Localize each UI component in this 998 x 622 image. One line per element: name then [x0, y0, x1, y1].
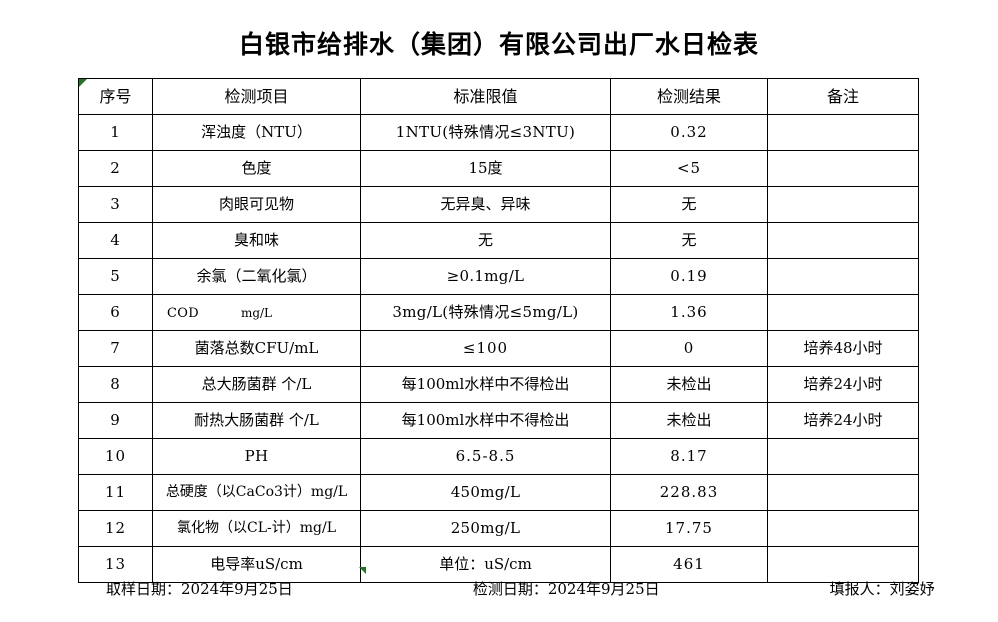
- cell-no: 12: [78, 510, 153, 547]
- cell-no: 13: [78, 546, 153, 583]
- testing-date: 检测日期：2024年9月25日: [472, 579, 660, 598]
- cell-item: 色度: [152, 150, 361, 187]
- cell-result: 无: [610, 222, 768, 259]
- cell-remark: [767, 546, 919, 583]
- cell-limit: 每100ml水样中不得检出: [360, 402, 611, 439]
- cell-result: 0: [610, 330, 768, 367]
- table-row: 12 氯化物（以CL-计）mg/L 250mg/L 17.75: [78, 510, 919, 547]
- cell-remark: [767, 438, 919, 475]
- cell-no: 3: [78, 186, 153, 223]
- cell-limit: 每100ml水样中不得检出: [360, 366, 611, 403]
- cell-item: 菌落总数CFU/mL: [152, 330, 361, 367]
- cell-item: 氯化物（以CL-计）mg/L: [152, 510, 361, 547]
- cell-no: 2: [78, 150, 153, 187]
- cell-remark: [767, 150, 919, 187]
- cell-result: 17.75: [610, 510, 768, 547]
- cell-result: <5: [610, 150, 768, 187]
- cell-no: 8: [78, 366, 153, 403]
- cell-item: 臭和味: [152, 222, 361, 259]
- cell-no: 7: [78, 330, 153, 367]
- cell-result: 未检出: [610, 402, 768, 439]
- cell-item: COD mg/L: [152, 294, 361, 331]
- cell-result: 228.83: [610, 474, 768, 511]
- cell-result: 0.32: [610, 114, 768, 151]
- cell-remark: 培养24小时: [767, 366, 919, 403]
- cell-no: 4: [78, 222, 153, 259]
- cell-remark: [767, 510, 919, 547]
- cell-no: 10: [78, 438, 153, 475]
- cell-result: 461: [610, 546, 768, 583]
- cell-no: 5: [78, 258, 153, 295]
- cell-no: 11: [78, 474, 153, 511]
- cell-limit: 无: [360, 222, 611, 259]
- table-row: 13 电导率uS/cm 单位：uS/cm 461: [78, 546, 919, 583]
- table-row: 9 耐热大肠菌群 个/L 每100ml水样中不得检出 未检出 培养24小时: [78, 402, 919, 439]
- column-header-item: 检测项目: [152, 78, 361, 115]
- water-quality-table: 序号 检测项目 标准限值 检测结果 备注 1 浑浊度（NTU） 1NTU(特殊情…: [78, 78, 919, 583]
- cell-limit: 3mg/L(特殊情况≤5mg/L): [360, 294, 611, 331]
- water-quality-table-container: 序号 检测项目 标准限值 检测结果 备注 1 浑浊度（NTU） 1NTU(特殊情…: [78, 78, 919, 583]
- column-header-remark: 备注: [767, 78, 919, 115]
- table-row: 2 色度 15度 <5: [78, 150, 919, 187]
- cell-limit: 1NTU(特殊情况≤3NTU): [360, 114, 611, 151]
- cell-item: 电导率uS/cm: [152, 546, 361, 583]
- reporter-name: 填报人：刘姿妤: [829, 579, 935, 598]
- table-row: 11 总硬度（以CaCo3计）mg/L 450mg/L 228.83: [78, 474, 919, 511]
- cell-limit: ≤100: [360, 330, 611, 367]
- cell-item: 总硬度（以CaCo3计）mg/L: [152, 474, 361, 511]
- cell-remark: [767, 474, 919, 511]
- cell-marker-top-left-icon: [79, 79, 87, 87]
- cell-no: 1: [78, 114, 153, 151]
- cell-no: 6: [78, 294, 153, 331]
- cell-result: 1.36: [610, 294, 768, 331]
- cod-unit: mg/L: [240, 305, 273, 320]
- cell-item: 浑浊度（NTU）: [152, 114, 361, 151]
- cod-label: COD: [167, 305, 199, 321]
- cell-remark: 培养24小时: [767, 402, 919, 439]
- table-row: 5 余氯（二氧化氯） ≥0.1mg/L 0.19: [78, 258, 919, 295]
- table-row: 1 浑浊度（NTU） 1NTU(特殊情况≤3NTU) 0.32: [78, 114, 919, 151]
- table-row: 6 COD mg/L 3mg/L(特殊情况≤5mg/L) 1.36: [78, 294, 919, 331]
- cell-result: 8.17: [610, 438, 768, 475]
- cell-limit: 15度: [360, 150, 611, 187]
- cell-item: 总大肠菌群 个/L: [152, 366, 361, 403]
- table-row: 10 PH 6.5-8.5 8.17: [78, 438, 919, 475]
- cell-remark: [767, 222, 919, 259]
- cell-marker-bottom-icon: [359, 567, 366, 574]
- table-row: 7 菌落总数CFU/mL ≤100 0 培养48小时: [78, 330, 919, 367]
- cell-remark: [767, 186, 919, 223]
- table-row: 8 总大肠菌群 个/L 每100ml水样中不得检出 未检出 培养24小时: [78, 366, 919, 403]
- cell-item: PH: [152, 438, 361, 475]
- report-footer: 取样日期：2024年9月25日 检测日期：2024年9月25日 填报人：刘姿妤: [78, 574, 935, 602]
- cell-limit: 6.5-8.5: [360, 438, 611, 475]
- cell-remark: [767, 258, 919, 295]
- cell-limit: 450mg/L: [360, 474, 611, 511]
- page-title: 白银市给排水（集团）有限公司出厂水日检表: [238, 30, 759, 59]
- column-header-result: 检测结果: [610, 78, 768, 115]
- sampling-date: 取样日期：2024年9月25日: [106, 579, 293, 598]
- table-row: 4 臭和味 无 无: [78, 222, 919, 259]
- cell-no: 9: [78, 402, 153, 439]
- column-header-limit: 标准限值: [360, 78, 611, 115]
- table-row: 3 肉眼可见物 无异臭、异味 无: [78, 186, 919, 223]
- cell-remark: [767, 294, 919, 331]
- cell-item: 耐热大肠菌群 个/L: [152, 402, 361, 439]
- table-header-row: 序号 检测项目 标准限值 检测结果 备注: [78, 78, 919, 115]
- cell-item: 肉眼可见物: [152, 186, 361, 223]
- cell-limit: ≥0.1mg/L: [360, 258, 611, 295]
- cell-limit: 250mg/L: [360, 510, 611, 547]
- column-header-no: 序号: [78, 78, 153, 115]
- cell-item: 余氯（二氧化氯）: [152, 258, 361, 295]
- cell-result: 0.19: [610, 258, 768, 295]
- cell-remark: [767, 114, 919, 151]
- cell-result: 未检出: [610, 366, 768, 403]
- cell-remark: 培养48小时: [767, 330, 919, 367]
- cell-limit: 无异臭、异味: [360, 186, 611, 223]
- cell-result: 无: [610, 186, 768, 223]
